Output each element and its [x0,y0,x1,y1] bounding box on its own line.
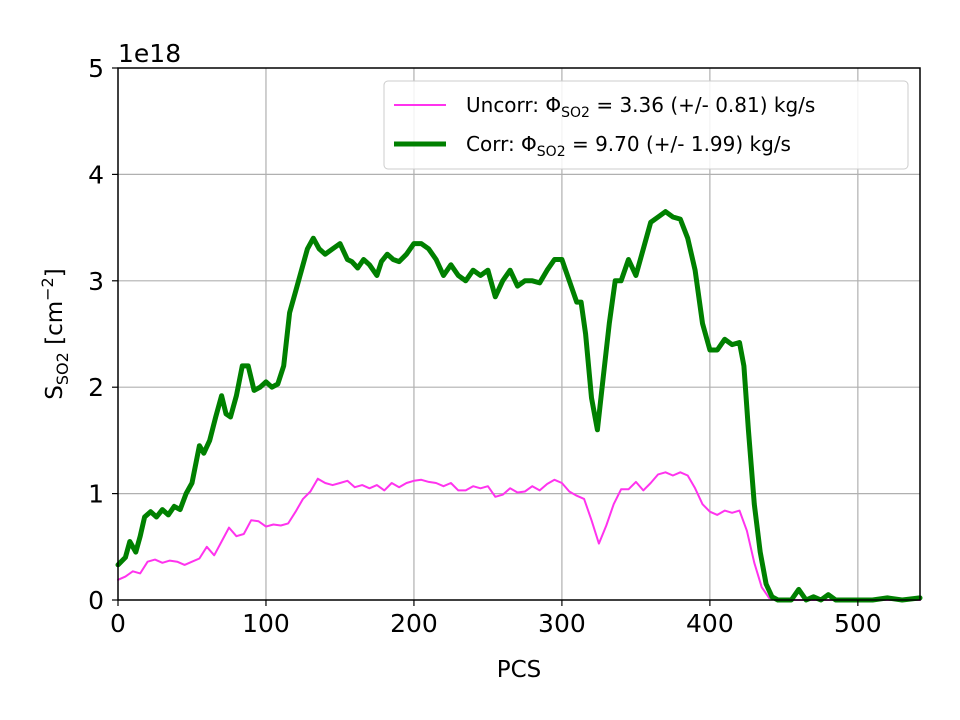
y-tick-label: 4 [88,160,104,189]
legend-box [383,80,909,170]
legend: Uncorr: ΦSO2 = 3.36 (+/- 0.81) kg/s Corr… [383,80,909,170]
plot-frame [117,67,921,601]
y-axis-label-unit-close: ] [42,268,68,277]
y-tick-label: 2 [88,373,104,402]
offset-text: 1e18 [118,39,181,68]
x-tick-label: 300 [538,609,586,638]
legend-label-corr: Corr: ΦSO2 = 9.70 (+/- 1.99) kg/s [466,132,791,160]
y-axis-label: SSO2 [cm−2] [38,268,72,399]
x-tick-label: 200 [390,609,438,638]
legend-uncorr-suffix: = 3.36 (+/- 0.81) kg/s [590,93,815,117]
y-axis-label-unit-sup: −2 [38,277,57,301]
x-tick-label: 400 [686,609,734,638]
x-tick-label: 100 [242,609,290,638]
x-tick-label: 500 [834,609,882,638]
legend-corr-sub: SO2 [537,144,566,160]
series-line-uncorr [117,471,921,601]
y-tick-label: 3 [88,267,104,296]
series-layer [115,209,923,603]
y-tick-label: 1 [88,480,104,509]
series-line-corr [115,209,923,603]
legend-uncorr-prefix: Uncorr: Φ [466,93,561,117]
legend-corr-suffix: = 9.70 (+/- 1.99) kg/s [566,132,791,156]
y-axis-label-main: S [42,385,68,400]
x-tick-label: 0 [110,609,126,638]
y-tick-label: 0 [88,586,104,615]
legend-uncorr-sub: SO2 [561,105,590,121]
legend-label-uncorr: Uncorr: ΦSO2 = 3.36 (+/- 0.81) kg/s [466,93,815,121]
y-axis-label-sub: SO2 [53,352,72,385]
y-tick-label: 5 [88,54,104,83]
tick-layer: 0 100 200 300 400 500 0 1 2 3 4 5 [88,54,882,638]
y-axis-label-unit: [cm [42,301,68,352]
legend-corr-prefix: Corr: Φ [466,132,537,156]
x-axis-label: PCS [497,657,542,683]
